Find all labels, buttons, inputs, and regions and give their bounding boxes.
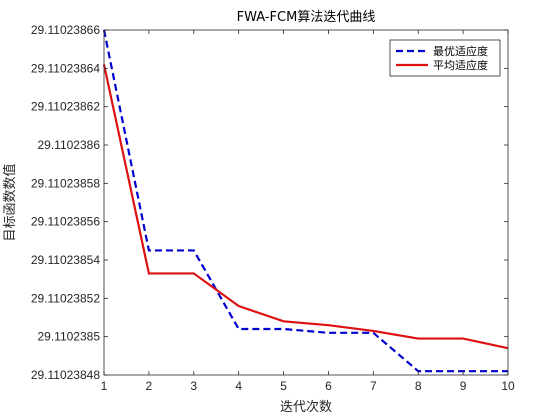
y-tick-label: 29.11023858	[31, 176, 101, 190]
x-tick-label: 7	[370, 379, 377, 393]
y-tick-label: 29.1102386	[37, 138, 100, 152]
x-tick-label: 3	[190, 379, 197, 393]
x-tick-label: 8	[415, 379, 422, 393]
y-tick-label: 29.11023854	[31, 253, 101, 267]
x-tick-label: 5	[280, 379, 287, 393]
x-tick-label: 10	[501, 379, 515, 393]
y-tick-label: 29.1102385	[37, 330, 100, 344]
chart-title: FWA-FCM算法迭代曲线	[237, 10, 376, 25]
legend-entry-1: 最优适应度	[433, 44, 488, 58]
x-tick-label: 1	[101, 379, 108, 393]
series-line-1	[102, 29, 508, 373]
y-tick-label: 29.11023862	[31, 100, 101, 114]
y-tick-label: 29.11023852	[31, 291, 101, 305]
y-axis-label: 目标函数数值	[2, 163, 18, 241]
y-tick-label: 29.11023864	[31, 61, 101, 75]
y-tick-label: 29.11023856	[31, 215, 101, 229]
y-tick-label: 29.11023848	[31, 368, 101, 382]
x-tick-label: 4	[235, 379, 242, 393]
legend-box	[389, 39, 501, 77]
series-line-2	[102, 64, 509, 350]
x-axis-label: 迭代次数	[280, 399, 332, 415]
legend-entry-2: 平均适应度	[433, 58, 488, 72]
axes-layer: 1 2 3 4 5 6 7 8 9 10 29.11023848 29.1102385 29.11023…	[31, 23, 515, 393]
series-layer	[102, 29, 509, 373]
y-tick-label: 29.11023866	[31, 23, 101, 37]
plot-area	[104, 30, 508, 375]
x-tick-label: 9	[460, 379, 467, 393]
axes-frame	[103, 29, 509, 376]
x-tick-label: 2	[146, 379, 153, 393]
x-tick-label: 6	[325, 379, 332, 393]
